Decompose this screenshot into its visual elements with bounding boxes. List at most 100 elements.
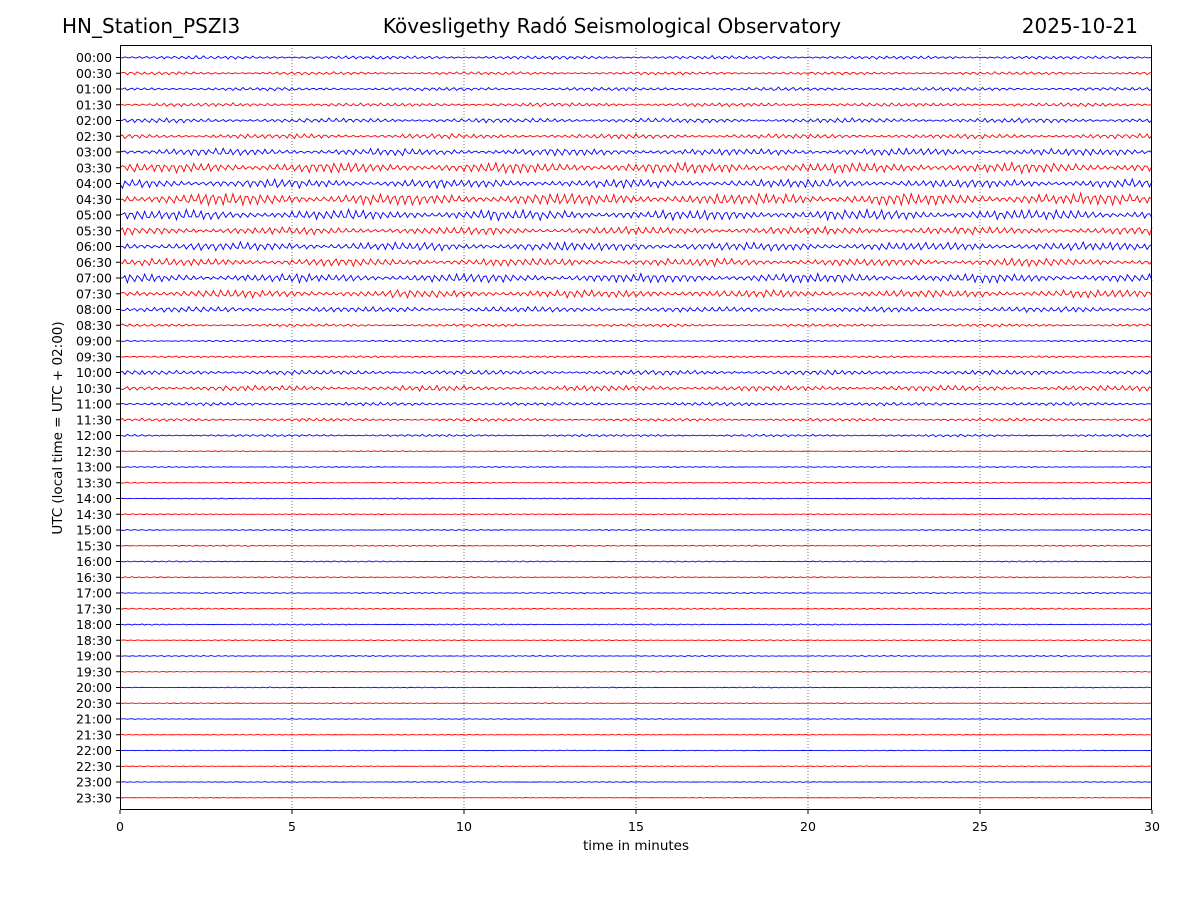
x-tick-label: 15 [628,819,644,834]
x-axis-ticks: 0 5 10 15 20 25 30 [116,810,1160,834]
y-tick-label: 03:00 [76,145,112,160]
y-axis-label: UTC (local time = UTC + 02:00) [50,321,66,534]
trace-1600 [119,560,1153,563]
y-tick-label: 04:00 [76,176,112,191]
y-tick-label: 06:00 [76,239,112,254]
chart-date: 2025-10-21 [1021,14,1138,38]
y-tick-label: 05:30 [76,223,112,238]
y-tick-label: 22:00 [76,743,112,758]
x-tick-label: 25 [972,819,988,834]
y-tick-label: 16:00 [76,554,112,569]
trace-2230 [119,765,1153,768]
trace-1930 [119,670,1153,673]
trace-0530 [119,225,1153,237]
y-tick-label: 07:30 [76,286,112,301]
trace-layer [119,54,1153,799]
trace-0000 [119,54,1153,61]
trace-0030 [119,71,1153,76]
trace-0800 [119,305,1153,314]
y-tick-label: 00:30 [76,66,112,81]
trace-0500 [119,207,1153,222]
trace-2300 [119,781,1153,783]
trace-0600 [119,240,1153,253]
y-tick-label: 07:00 [76,271,112,286]
trace-0900 [119,339,1153,343]
grid-lines [291,45,981,810]
trace-1830 [119,639,1153,642]
trace-0100 [119,86,1153,92]
trace-1030 [119,384,1153,393]
chart-title: Kövesligethy Radó Seismological Observat… [382,14,842,38]
y-tick-label: 13:30 [76,475,112,490]
y-tick-label: 15:00 [76,523,112,538]
y-tick-label: 19:00 [76,649,112,664]
y-tick-label: 17:30 [76,601,112,616]
trace-1630 [119,576,1153,579]
y-tick-label: 00:00 [76,50,112,65]
y-tick-label: 16:30 [76,570,112,585]
trace-0930 [119,355,1153,359]
trace-0630 [119,257,1153,268]
y-tick-label: 21:30 [76,727,112,742]
trace-1330 [119,481,1153,484]
plot-frame [120,45,1152,810]
y-tick-label: 20:00 [76,680,112,695]
x-tick-label: 0 [116,819,124,834]
trace-1700 [119,591,1153,595]
trace-1900 [119,654,1153,658]
y-tick-label: 20:30 [76,696,112,711]
y-tick-label: 18:30 [76,633,112,648]
y-tick-label: 01:00 [76,82,112,97]
trace-1200 [119,433,1153,438]
trace-0330 [119,160,1153,175]
y-tick-label: 11:00 [76,397,112,412]
trace-1730 [119,607,1153,611]
y-tick-label: 06:30 [76,255,112,270]
y-tick-label: 05:00 [76,208,112,223]
trace-0230 [119,132,1153,140]
y-tick-labels: 00:0000:3001:0001:3002:0002:3003:0003:30… [76,50,120,805]
x-axis-label: time in minutes [583,838,689,854]
x-tick-label: 30 [1144,819,1160,834]
trace-0730 [119,288,1153,300]
y-tick-label: 13:00 [76,460,112,475]
y-tick-label: 03:30 [76,160,112,175]
y-tick-label: 14:00 [76,491,112,506]
trace-2330 [119,796,1153,799]
trace-1530 [119,544,1153,547]
y-tick-label: 14:30 [76,507,112,522]
y-tick-label: 02:00 [76,113,112,128]
trace-0830 [119,323,1153,328]
trace-1100 [119,401,1153,407]
y-tick-label: 17:00 [76,586,112,601]
y-tick-label: 21:00 [76,712,112,727]
trace-1500 [119,528,1153,532]
trace-0130 [119,102,1153,108]
y-tick-label: 10:30 [76,381,112,396]
trace-1130 [119,417,1153,422]
y-tick-label: 04:30 [76,192,112,207]
y-tick-label: 12:00 [76,428,112,443]
trace-0200 [119,117,1153,124]
trace-1000 [119,369,1153,376]
trace-0400 [119,177,1153,190]
y-tick-label: 08:30 [76,318,112,333]
station-name: HN_Station_PSZI3 [62,14,241,38]
x-tick-label: 5 [288,819,296,834]
y-tick-label: 23:30 [76,790,112,805]
y-tick-label: 15:30 [76,538,112,553]
y-tick-label: 22:30 [76,759,112,774]
y-tick-label: 18:00 [76,617,112,632]
x-tick-label: 10 [456,819,472,834]
trace-2000 [119,686,1153,689]
trace-2130 [119,733,1153,736]
y-tick-label: 09:30 [76,349,112,364]
trace-0430 [119,191,1153,207]
trace-1230 [119,450,1153,453]
y-tick-label: 09:00 [76,334,112,349]
x-tick-label: 20 [800,819,816,834]
y-tick-label: 11:30 [76,412,112,427]
trace-0700 [119,271,1153,285]
y-tick-label: 23:00 [76,775,112,790]
trace-2200 [119,749,1153,752]
